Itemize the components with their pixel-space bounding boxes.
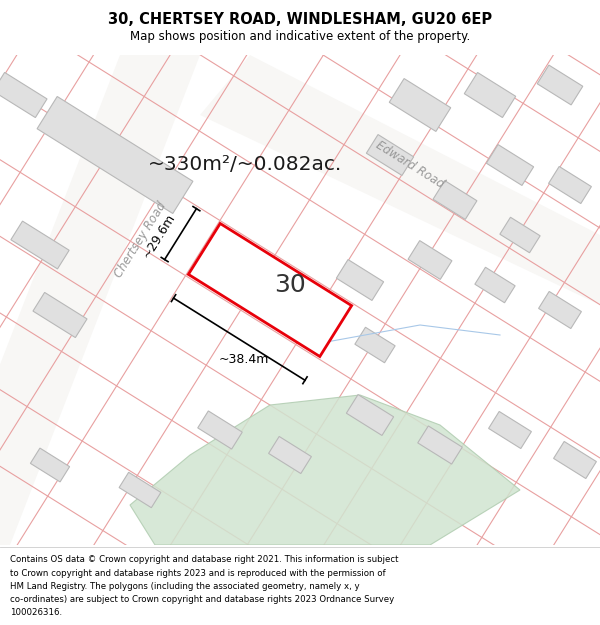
Polygon shape xyxy=(548,166,592,204)
Text: Contains OS data © Crown copyright and database right 2021. This information is : Contains OS data © Crown copyright and d… xyxy=(10,556,398,564)
Text: Edward Road: Edward Road xyxy=(373,139,446,191)
Polygon shape xyxy=(337,259,383,301)
Polygon shape xyxy=(408,241,452,279)
Polygon shape xyxy=(554,441,596,479)
Text: co-ordinates) are subject to Crown copyright and database rights 2023 Ordnance S: co-ordinates) are subject to Crown copyr… xyxy=(10,595,394,604)
Polygon shape xyxy=(475,268,515,302)
Polygon shape xyxy=(188,224,352,356)
Polygon shape xyxy=(11,221,69,269)
Polygon shape xyxy=(37,96,193,214)
Text: ~330m²/~0.082ac.: ~330m²/~0.082ac. xyxy=(148,156,342,174)
Polygon shape xyxy=(289,311,331,349)
Text: to Crown copyright and database rights 2023 and is reproduced with the permissio: to Crown copyright and database rights 2… xyxy=(10,569,385,578)
Polygon shape xyxy=(0,55,200,545)
Polygon shape xyxy=(367,134,413,176)
Polygon shape xyxy=(200,55,600,305)
Polygon shape xyxy=(269,436,311,474)
Text: ~29.6m: ~29.6m xyxy=(140,212,178,261)
Polygon shape xyxy=(500,217,540,252)
Polygon shape xyxy=(130,395,520,545)
Polygon shape xyxy=(355,328,395,362)
Polygon shape xyxy=(198,411,242,449)
Polygon shape xyxy=(488,411,532,449)
Polygon shape xyxy=(464,72,516,118)
Text: 30, CHERTSEY ROAD, WINDLESHAM, GU20 6EP: 30, CHERTSEY ROAD, WINDLESHAM, GU20 6EP xyxy=(108,12,492,27)
Polygon shape xyxy=(31,448,70,482)
Polygon shape xyxy=(537,65,583,105)
Polygon shape xyxy=(389,79,451,131)
Polygon shape xyxy=(119,472,161,508)
Text: Chertsey Road: Chertsey Road xyxy=(112,200,169,280)
Polygon shape xyxy=(33,292,87,338)
Text: 30: 30 xyxy=(274,273,306,297)
Polygon shape xyxy=(0,72,47,118)
Text: HM Land Registry. The polygons (including the associated geometry, namely x, y: HM Land Registry. The polygons (includin… xyxy=(10,582,359,591)
Polygon shape xyxy=(539,291,581,329)
Polygon shape xyxy=(346,394,394,436)
Text: 100026316.: 100026316. xyxy=(10,608,62,618)
Polygon shape xyxy=(487,144,533,186)
Text: ~38.4m: ~38.4m xyxy=(219,353,269,366)
Polygon shape xyxy=(433,181,477,219)
Polygon shape xyxy=(418,426,462,464)
Text: Map shows position and indicative extent of the property.: Map shows position and indicative extent… xyxy=(130,30,470,43)
